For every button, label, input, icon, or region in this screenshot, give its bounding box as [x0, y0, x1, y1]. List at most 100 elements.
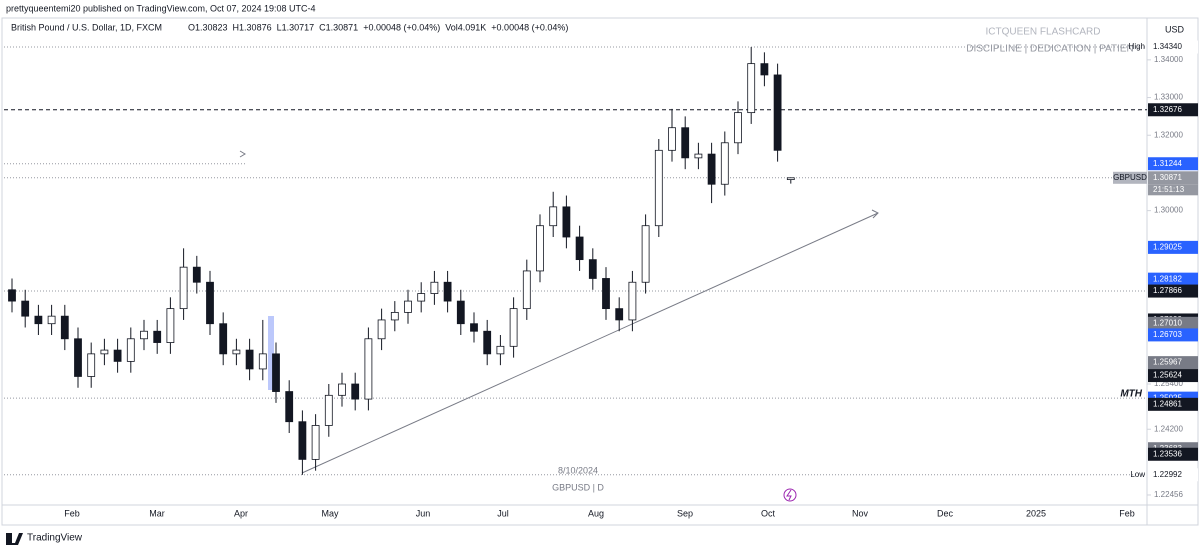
x-tick-label: Sep [677, 508, 693, 518]
x-tick-label: Feb [1119, 508, 1135, 518]
candle-body [496, 345, 505, 355]
countdown: 21:51:13 [1153, 185, 1185, 194]
candle-body [522, 270, 531, 310]
price-label: 1.24861 [1153, 399, 1182, 408]
candle-body [483, 330, 492, 355]
legend-item: O1.30823 [188, 22, 228, 32]
event-icon [786, 489, 792, 501]
price-label: 1.32676 [1153, 105, 1182, 114]
x-tick-label: Nov [852, 508, 869, 518]
symbol: British Pound / U.S. Dollar, 1D, FXCM [11, 22, 162, 32]
legend-item: H1.30876 [233, 22, 272, 32]
candle-body [338, 383, 346, 396]
legend: O1.30823 H1.30876 L1.30717 C1.30871 +0.00048… [188, 22, 568, 32]
candle-body [206, 281, 214, 325]
legend-item: C1.30871 [319, 22, 358, 32]
x-tick-label: Oct [761, 508, 776, 518]
candle-body [747, 63, 756, 114]
candle-body [549, 206, 558, 227]
candle-body [126, 338, 135, 362]
candle-body [113, 349, 122, 362]
candle-body [245, 349, 254, 370]
price-label: 1.31244 [1153, 159, 1182, 168]
candle-body [720, 142, 729, 185]
x-tick-label: Mar [149, 508, 165, 518]
candle-body [430, 281, 439, 294]
candle-body [8, 289, 16, 302]
candle-body [786, 177, 795, 181]
y-tick-label: 1.30000 [1154, 206, 1183, 215]
candle-body [628, 281, 637, 321]
x-tick-label: 2025 [1026, 508, 1046, 518]
y-tick-label: 1.22456 [1154, 490, 1183, 499]
candle-body [140, 330, 148, 340]
mth-label: MTH [1120, 389, 1142, 400]
level-tag: Low [1130, 470, 1145, 479]
frame [1, 17, 1199, 526]
candle-body [443, 281, 452, 302]
price-badge [1148, 447, 1198, 461]
watermark: DISCIPLINE | DEDICATION | PATIEN [966, 44, 1133, 55]
candle-body [324, 394, 333, 426]
candle-body [74, 338, 82, 377]
price-badge [1148, 171, 1198, 185]
x-tick-label: May [321, 508, 339, 518]
y-tick-label: 1.33000 [1154, 93, 1183, 102]
price-label: 1.25624 [1153, 371, 1182, 380]
candle-body [192, 266, 201, 283]
candle-body [258, 353, 267, 370]
date-label: 8/10/2024 [558, 465, 598, 475]
y-tick-label: 1.24200 [1154, 424, 1183, 433]
candle-body [377, 319, 386, 340]
price-label: 1.28182 [1153, 274, 1182, 283]
candle-body [60, 315, 69, 340]
price-label: 1.27010 [1153, 318, 1182, 327]
candle-body [562, 206, 571, 238]
symbol-badge [1113, 171, 1147, 184]
candle-body [390, 311, 399, 321]
x-tick-label: Jul [497, 508, 509, 518]
price-badge [1148, 369, 1198, 383]
x-tick-label: Jun [416, 508, 431, 518]
candle-body [773, 74, 782, 151]
candle-body [34, 315, 43, 325]
price-badge [1148, 468, 1198, 482]
price-badge [1148, 157, 1198, 171]
price-label: 1.25025 [1153, 393, 1182, 402]
candle-body [760, 63, 769, 76]
price-badge [1148, 356, 1198, 370]
candle-body [285, 391, 294, 423]
candle-body [417, 293, 426, 302]
candle-body [364, 338, 373, 400]
price-label: 1.26703 [1153, 330, 1182, 339]
price-badge [1148, 328, 1198, 342]
event-icon [783, 488, 797, 502]
footer: TradingView [27, 533, 83, 544]
candle-body [575, 236, 584, 261]
time-badge [1148, 184, 1198, 196]
x-tick-label: Feb [64, 508, 80, 518]
candle-body [536, 225, 544, 272]
price-label: 1.29025 [1153, 242, 1182, 251]
highlight [268, 316, 274, 390]
legend-item: +0.00048 (+0.04%) [491, 22, 568, 32]
candle-body [179, 266, 188, 310]
price-badge [1148, 284, 1198, 298]
arrow-head [871, 209, 879, 219]
symbol-tag: GBPUSD [1113, 173, 1147, 182]
legend-item: Vol4.091K [445, 22, 486, 32]
price-badge [1148, 316, 1198, 330]
price-label: 1.27866 [1153, 286, 1182, 295]
candle-body [641, 225, 650, 283]
candle-body [734, 112, 742, 144]
candle-body [311, 425, 320, 460]
candle-body [694, 153, 703, 159]
logo [6, 533, 23, 545]
price-label: 1.23536 [1153, 449, 1182, 458]
price-label: 1.30871 [1153, 173, 1182, 182]
candle-body [100, 349, 109, 355]
x-tick-label: Dec [937, 508, 954, 518]
candle-body [232, 349, 241, 355]
candle-body [166, 308, 175, 343]
